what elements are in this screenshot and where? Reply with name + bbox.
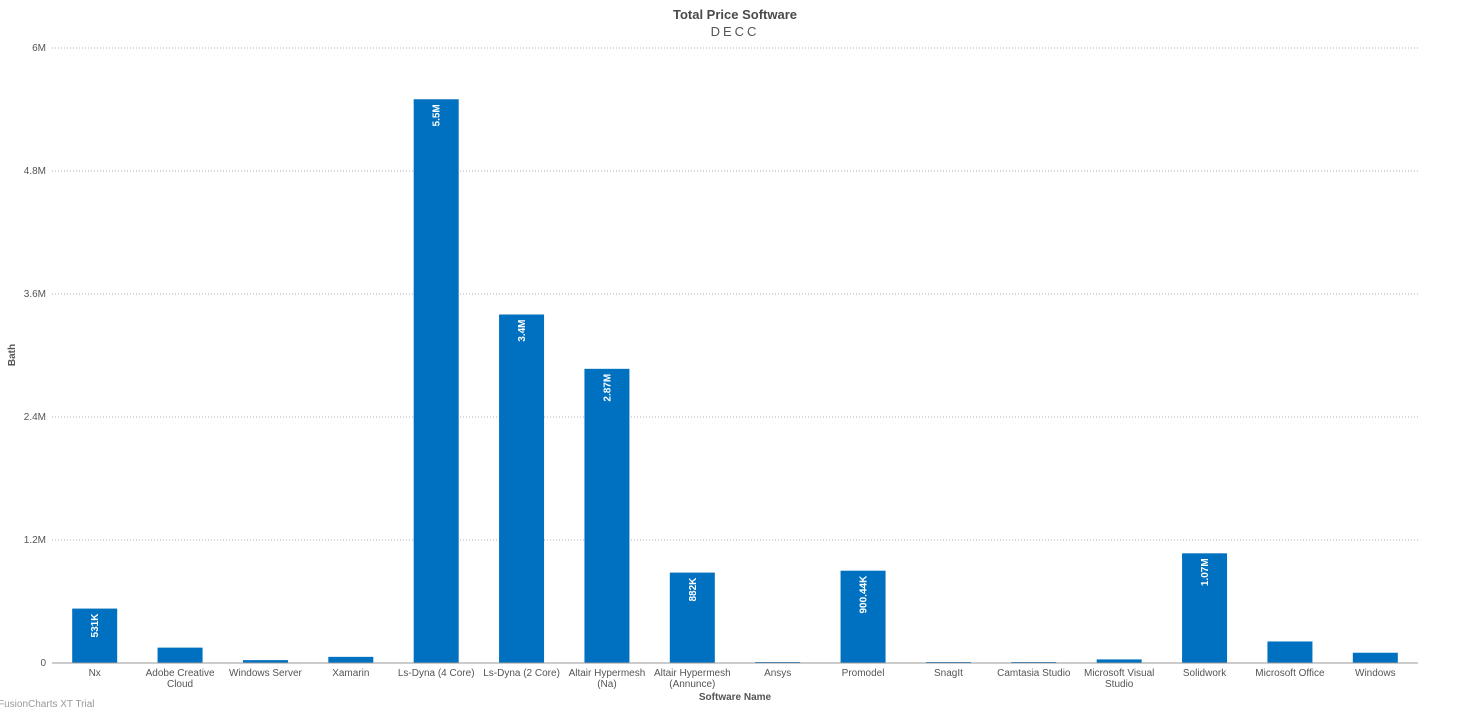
x-category-label: Ls-Dyna (2 Core) xyxy=(483,668,560,679)
bar xyxy=(669,572,715,663)
x-category-label: Ls-Dyna (4 Core) xyxy=(398,668,475,679)
x-category-label: Microsoft Visual xyxy=(1084,668,1154,679)
x-category-label: Solidwork xyxy=(1183,668,1227,679)
y-tick-label: 3.6M xyxy=(24,289,46,300)
x-category-label: Ansys xyxy=(764,668,791,679)
bar xyxy=(1096,659,1142,663)
y-tick-label: 2.4M xyxy=(24,412,46,423)
x-axis-title: Software Name xyxy=(699,692,772,703)
chart-title: Total Price Software xyxy=(673,7,797,22)
bar xyxy=(584,368,630,663)
bar xyxy=(1267,641,1313,663)
bar xyxy=(840,570,886,663)
x-category-label: Microsoft Office xyxy=(1255,668,1325,679)
bar xyxy=(413,99,459,663)
x-category-label: (Na) xyxy=(597,679,616,690)
bar-data-label: 531K xyxy=(90,613,101,638)
bar-data-label: 900.44K xyxy=(859,575,870,614)
bar xyxy=(1352,652,1398,663)
y-tick-label: 0 xyxy=(40,658,46,669)
bar-data-label: 3.4M xyxy=(517,320,528,342)
bar-data-label: 5.5M xyxy=(432,104,443,126)
bars xyxy=(72,99,1398,663)
bar xyxy=(328,656,374,663)
bar xyxy=(499,314,545,663)
data-labels: 531K 5.5M 3.4M 2.87M 882K 900.44K 1.07M xyxy=(90,104,1211,637)
bar-data-label: 882K xyxy=(688,577,699,602)
x-category-label: Camtasia Studio xyxy=(997,668,1071,679)
bar-data-label: 2.87M xyxy=(602,374,613,402)
x-category-label: Promodel xyxy=(842,668,885,679)
y-axis-title: Bath xyxy=(7,344,18,366)
x-category-label: Nx xyxy=(89,668,101,679)
x-category-label: Cloud xyxy=(167,679,193,690)
bar-data-label: 1.07M xyxy=(1200,558,1211,586)
watermark: FusionCharts XT Trial xyxy=(0,699,95,710)
x-category-label: Altair Hypermesh xyxy=(569,668,646,679)
y-axis-ticks: 0 1.2M 2.4M 3.6M 4.8M 6M xyxy=(24,43,47,669)
bar xyxy=(72,608,118,663)
y-tick-label: 1.2M xyxy=(24,535,46,546)
x-category-label: Windows xyxy=(1355,668,1396,679)
grid-lines xyxy=(52,47,1418,541)
y-tick-label: 4.8M xyxy=(24,166,46,177)
x-category-label: SnagIt xyxy=(934,668,963,679)
chart-subtitle: DECC xyxy=(711,24,760,39)
x-category-label: Altair Hypermesh xyxy=(654,668,731,679)
x-category-label: Studio xyxy=(1105,679,1134,690)
x-category-label: (Annunce) xyxy=(669,679,715,690)
x-category-label: Windows Server xyxy=(229,668,302,679)
bar xyxy=(242,660,288,663)
bar xyxy=(157,647,203,663)
bar xyxy=(1182,553,1228,663)
y-tick-label: 6M xyxy=(32,43,46,54)
x-category-label: Xamarin xyxy=(332,668,369,679)
x-category-label: Adobe Creative xyxy=(146,668,215,679)
